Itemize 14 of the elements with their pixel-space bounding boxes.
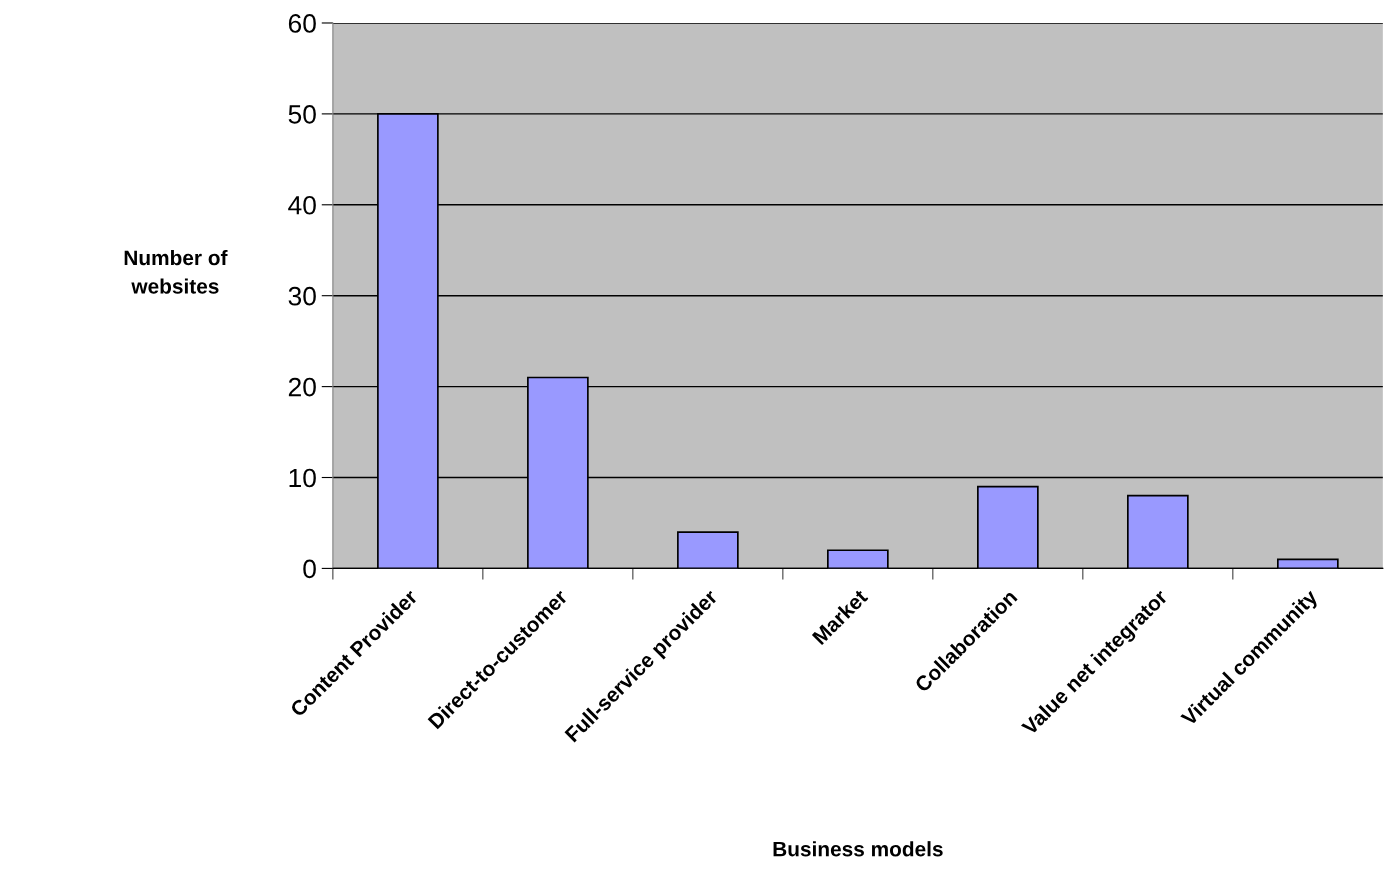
y-tick-label: 30 (288, 286, 316, 306)
y-tick-label: 10 (289, 468, 316, 488)
bar (1127, 494, 1189, 569)
y-tick-label: 20 (288, 377, 316, 397)
y-tick-label: 40 (288, 195, 316, 215)
y-tick-label: 0 (303, 559, 316, 579)
bar (1277, 558, 1339, 569)
y-tick-label: 50 (288, 105, 316, 124)
bar (827, 549, 889, 569)
y-tick-label: 60 (288, 14, 316, 33)
bar (677, 531, 739, 569)
y-axis-title: Number of websites (124, 249, 228, 294)
bar (977, 485, 1039, 569)
x-axis-title: Business models (773, 841, 943, 857)
